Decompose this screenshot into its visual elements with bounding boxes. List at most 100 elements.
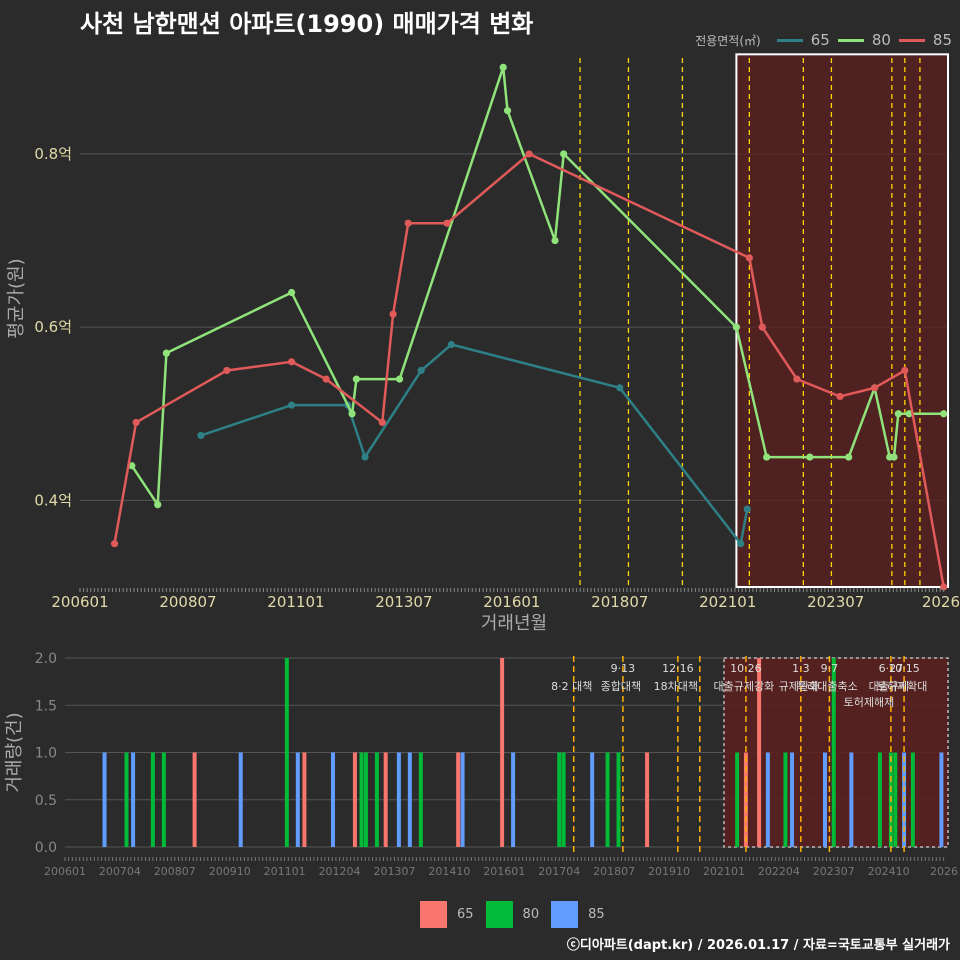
legend-title: 전용면적(㎡) bbox=[695, 33, 761, 48]
vol-bar-15 bbox=[383, 752, 388, 847]
point-80-8 bbox=[503, 107, 512, 115]
point-85-2 bbox=[223, 366, 231, 375]
point-80-7 bbox=[499, 63, 507, 71]
vol-x-tick-label-12: 202101 bbox=[703, 865, 745, 878]
x-tick-label-2: 201101 bbox=[267, 593, 324, 611]
vol-x-tick-label-15: 202410 bbox=[868, 865, 910, 878]
vol-bar-40 bbox=[893, 752, 898, 847]
vol-bar-12 bbox=[359, 752, 364, 847]
vol-y-tick-label-1: 0.5 bbox=[35, 793, 57, 809]
vol-bar-35 bbox=[822, 752, 827, 847]
vol-x-tick-label-5: 201204 bbox=[319, 865, 361, 878]
point-85-0 bbox=[110, 540, 119, 548]
point-80-11 bbox=[732, 323, 740, 331]
point-80-18 bbox=[894, 410, 902, 418]
vol-x-tick-label-11: 201910 bbox=[648, 865, 690, 878]
vol-x-tick-label-14: 202307 bbox=[813, 865, 855, 878]
series-line-65 bbox=[200, 343, 749, 547]
vol-bar-29 bbox=[735, 752, 740, 847]
vol-bar-26 bbox=[605, 752, 610, 847]
point-85-10 bbox=[745, 254, 753, 262]
vol-bar-20 bbox=[460, 752, 465, 847]
point-80-12 bbox=[763, 453, 771, 461]
vol-policy-date-1: 9·13 bbox=[611, 662, 636, 675]
point-80-2 bbox=[162, 349, 170, 357]
y-axis-title: 평균가(원) bbox=[6, 258, 27, 338]
point-65-0 bbox=[197, 431, 205, 440]
vol-policy-date-6: 9·7 bbox=[821, 662, 839, 675]
point-85-3 bbox=[288, 358, 296, 366]
vol-highlight-box bbox=[723, 657, 949, 848]
point-65-5 bbox=[447, 340, 455, 349]
point-85-11 bbox=[758, 323, 766, 331]
point-80-13 bbox=[806, 453, 814, 461]
vol-bar-6 bbox=[238, 752, 243, 847]
vol-policy-name-4: 대출규제강화 bbox=[714, 680, 775, 693]
x-tick-label-4: 201601 bbox=[483, 593, 540, 611]
point-65-4 bbox=[417, 366, 425, 375]
vol-x-tick-label-7: 201410 bbox=[428, 865, 470, 878]
vol-policy-extra-0: 토허제해제 bbox=[844, 695, 895, 709]
point-65-1 bbox=[288, 401, 296, 409]
vol-policy-name-6: 특례대출축소 bbox=[797, 680, 858, 693]
legend-item-65: 65 bbox=[776, 31, 830, 49]
vol-bar-1 bbox=[124, 752, 129, 847]
vol-policy-name-0: 8·2 대책 bbox=[551, 680, 592, 693]
vol-bar-38 bbox=[877, 752, 882, 847]
vol-x-tick-label-16: 2026 bbox=[930, 865, 958, 878]
vol-bar-33 bbox=[783, 752, 788, 847]
vol-policy-name-7: 대출규제 bbox=[869, 680, 909, 693]
point-80-19 bbox=[905, 410, 913, 418]
highlight-box bbox=[735, 53, 949, 589]
x-axis-title: 거래년월 bbox=[481, 613, 547, 634]
vol-policy-date-2: 12·16 bbox=[662, 662, 694, 675]
vol-bar-8 bbox=[295, 752, 300, 847]
point-85-15 bbox=[901, 366, 909, 375]
source-caption: ⓒ디아파트(dapt.kr) / 2026.01.17 / 자료=국토교통부 실… bbox=[566, 938, 950, 953]
point-80-0 bbox=[128, 462, 136, 470]
vol-bar-32 bbox=[765, 752, 770, 847]
x-tick-label-5: 201807 bbox=[591, 593, 648, 611]
vol-bar-28 bbox=[645, 752, 650, 847]
vol-x-tick-label-0: 200601 bbox=[44, 865, 86, 878]
x-tick-label-6: 202101 bbox=[699, 593, 756, 611]
vol-bar-18 bbox=[418, 752, 423, 847]
vol-bar-9 bbox=[302, 752, 307, 847]
y-tick-label-0: 0.4억 bbox=[34, 491, 72, 509]
vol-bar-43 bbox=[939, 752, 944, 847]
point-65-8 bbox=[743, 505, 751, 513]
vol-bar-37 bbox=[849, 752, 854, 847]
point-80-14 bbox=[845, 453, 853, 461]
point-85-8 bbox=[443, 219, 451, 227]
point-85-6 bbox=[389, 310, 397, 318]
vol-bar-3 bbox=[150, 752, 155, 847]
vol-bar-21 bbox=[500, 658, 505, 847]
vol-policy-name-2: 18차대책 bbox=[654, 680, 698, 693]
vol-bar-31 bbox=[757, 658, 762, 847]
vol-x-tick-label-10: 201807 bbox=[593, 865, 635, 878]
vol-policy-date-5: 1·3 bbox=[792, 662, 810, 675]
line-legend: 전용면적(㎡) 65 80 85 bbox=[695, 31, 952, 49]
vol-bar-4 bbox=[161, 752, 166, 847]
vol-y-tick-label-0: 0.0 bbox=[35, 840, 57, 856]
point-85-16 bbox=[940, 583, 948, 591]
point-80-17 bbox=[890, 453, 898, 461]
volume-legend: 65 80 85 bbox=[420, 901, 617, 928]
volume-legend-85: 85 bbox=[551, 901, 605, 928]
point-80-1 bbox=[154, 501, 162, 509]
point-85-5 bbox=[378, 418, 386, 427]
vol-bar-5 bbox=[192, 752, 197, 847]
y-tick-label-1: 0.6억 bbox=[34, 318, 72, 336]
vol-bar-24 bbox=[561, 752, 566, 847]
point-65-7 bbox=[737, 540, 745, 548]
vol-policy-date-4: 10·26 bbox=[730, 662, 762, 675]
point-85-7 bbox=[404, 219, 412, 227]
x-tick-label-7: 202307 bbox=[807, 593, 864, 611]
vol-x-tick-label-8: 201601 bbox=[483, 865, 525, 878]
vol-bar-0 bbox=[102, 752, 107, 847]
x-tick-label-3: 201307 bbox=[375, 593, 432, 611]
point-85-13 bbox=[836, 392, 844, 401]
point-85-9 bbox=[525, 150, 533, 158]
vol-x-tick-label-1: 200704 bbox=[99, 865, 141, 878]
vol-y-axis-title: 거래량(건) bbox=[4, 712, 25, 792]
